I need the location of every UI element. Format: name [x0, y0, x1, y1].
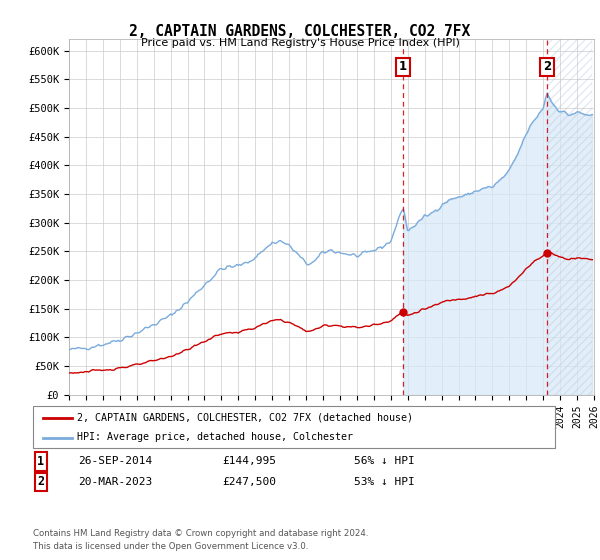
Text: 20-MAR-2023: 20-MAR-2023: [78, 477, 152, 487]
Text: 2, CAPTAIN GARDENS, COLCHESTER, CO2 7FX: 2, CAPTAIN GARDENS, COLCHESTER, CO2 7FX: [130, 24, 470, 39]
Text: 1: 1: [37, 455, 44, 468]
Text: 1: 1: [399, 60, 407, 73]
Text: 2: 2: [37, 475, 44, 488]
Text: 56% ↓ HPI: 56% ↓ HPI: [354, 456, 415, 466]
Text: £247,500: £247,500: [222, 477, 276, 487]
Text: Price paid vs. HM Land Registry's House Price Index (HPI): Price paid vs. HM Land Registry's House …: [140, 38, 460, 48]
Text: 2, CAPTAIN GARDENS, COLCHESTER, CO2 7FX (detached house): 2, CAPTAIN GARDENS, COLCHESTER, CO2 7FX …: [77, 413, 413, 423]
Text: £144,995: £144,995: [222, 456, 276, 466]
Text: This data is licensed under the Open Government Licence v3.0.: This data is licensed under the Open Gov…: [33, 542, 308, 551]
FancyBboxPatch shape: [33, 406, 555, 448]
Text: 53% ↓ HPI: 53% ↓ HPI: [354, 477, 415, 487]
Text: 26-SEP-2014: 26-SEP-2014: [78, 456, 152, 466]
Text: Contains HM Land Registry data © Crown copyright and database right 2024.: Contains HM Land Registry data © Crown c…: [33, 529, 368, 538]
Text: HPI: Average price, detached house, Colchester: HPI: Average price, detached house, Colc…: [77, 432, 353, 442]
Text: 2: 2: [543, 60, 551, 73]
